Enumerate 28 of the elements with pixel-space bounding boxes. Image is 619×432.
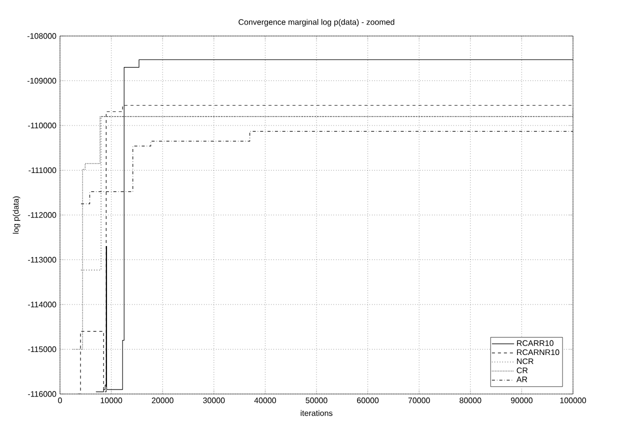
- y-tick-label: -110000: [28, 122, 56, 128]
- y-tick-label: -108000: [27, 33, 56, 39]
- y-tick-label: -109000: [27, 78, 56, 84]
- x-tick-label: 90000: [510, 398, 533, 404]
- x-tick-label: 40000: [254, 398, 276, 404]
- legend-label: RCARR10: [517, 340, 554, 346]
- legend-label: RCARNR10: [517, 349, 560, 356]
- x-tick-label: 0: [58, 398, 62, 404]
- x-axis-title: iterations: [300, 410, 332, 416]
- legend-label: CR: [516, 368, 528, 374]
- y-tick-label: -112000: [28, 212, 56, 218]
- y-tick-label: -114000: [28, 302, 56, 308]
- x-tick-label: 30000: [203, 398, 225, 404]
- x-tick-label: 10000: [100, 398, 122, 404]
- legend-label: AR: [516, 376, 528, 382]
- x-tick-label: 80000: [460, 398, 482, 404]
- y-tick-label: -115000: [28, 346, 56, 352]
- chart-title: Convergence marginal log p(data) - zoomed: [238, 19, 394, 26]
- x-tick-label: 70000: [408, 398, 430, 404]
- y-axis-title: log p(data): [12, 196, 20, 234]
- x-tick-label: 100000: [560, 398, 586, 404]
- y-tick-label: -113000: [28, 256, 56, 263]
- legend-label: NCR: [517, 358, 534, 364]
- x-tick-label: 50000: [306, 398, 328, 404]
- x-tick-label: 20000: [152, 398, 174, 404]
- y-tick-label: -111000: [28, 167, 56, 174]
- x-tick-label: 60000: [357, 398, 379, 404]
- y-tick-label: -116000: [28, 391, 56, 397]
